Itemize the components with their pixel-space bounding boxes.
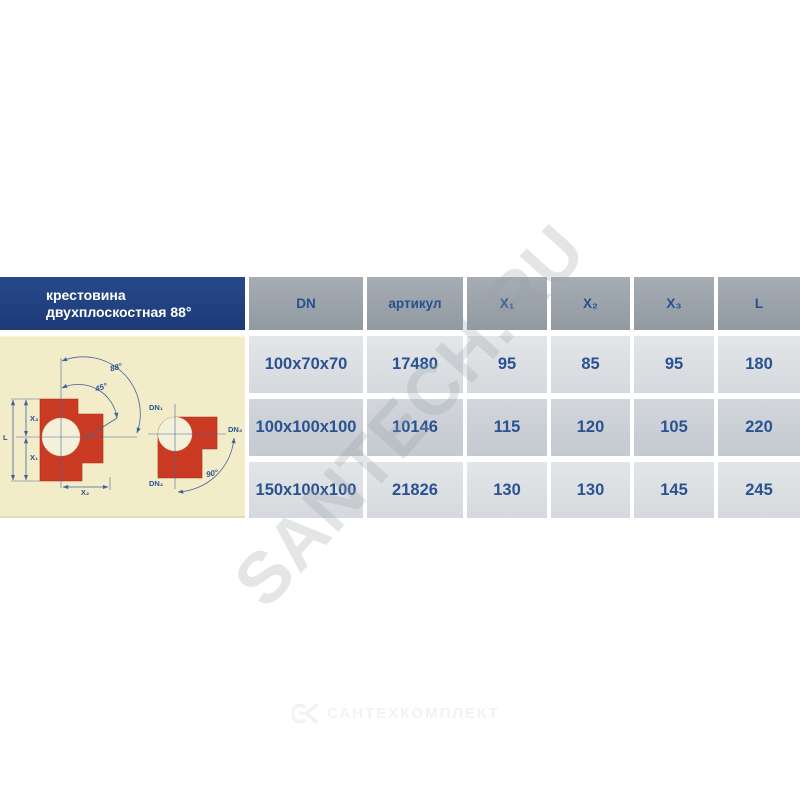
cell-x2: 85 bbox=[551, 336, 630, 393]
cell-l: 245 bbox=[718, 462, 800, 518]
cell-x1: 130 bbox=[467, 462, 547, 518]
product-title-line2: двухплоскостная 88° bbox=[46, 303, 192, 320]
column-header-x1: X₁ bbox=[467, 277, 547, 330]
column-header-x2: X₂ bbox=[551, 277, 630, 330]
cell-x3: 105 bbox=[634, 399, 714, 456]
product-title: крестовина двухплоскостная 88° bbox=[0, 277, 245, 330]
cell-artikul: 17480 bbox=[367, 336, 463, 393]
dim-label-dn1: DN₁ bbox=[149, 403, 163, 412]
cell-x2: 130 bbox=[551, 462, 630, 518]
product-table: крестовина двухплоскостная 88° DN артику… bbox=[0, 277, 800, 518]
technical-drawing-panel: L X₃ X₁ X₂ 88° 45° bbox=[0, 336, 245, 518]
cell-x3: 145 bbox=[634, 462, 714, 518]
column-header-x3: X₃ bbox=[634, 277, 714, 330]
dim-label-dn2: DN₂ bbox=[149, 479, 163, 488]
cell-l: 220 bbox=[718, 399, 800, 456]
santehkomplekt-logo-icon bbox=[292, 703, 319, 723]
angle-label-45: 45° bbox=[93, 381, 109, 394]
cell-l: 180 bbox=[718, 336, 800, 393]
fitting-drawing: L X₃ X₁ X₂ 88° 45° bbox=[3, 356, 243, 497]
dim-label-dn3: DN₃ bbox=[228, 425, 243, 434]
cell-x3: 95 bbox=[634, 336, 714, 393]
product-title-line1: крестовина bbox=[46, 287, 126, 303]
cell-x2: 120 bbox=[551, 399, 630, 456]
cell-artikul: 10146 bbox=[367, 399, 463, 456]
cell-artikul: 21826 bbox=[367, 462, 463, 518]
dim-label-x3: X₃ bbox=[30, 414, 39, 423]
cell-dn: 100x70x70 bbox=[249, 336, 363, 393]
fitting-side-view: L X₃ X₁ X₂ 88° 45° bbox=[3, 356, 141, 497]
cell-dn: 100x100x100 bbox=[249, 399, 363, 456]
dim-label-x1: X₁ bbox=[30, 453, 38, 462]
dim-label-x2: X₂ bbox=[81, 488, 89, 497]
angle-label-88: 88° bbox=[109, 361, 124, 373]
brand-footer: САНТЕХКОМПЛЕКТ bbox=[292, 702, 500, 724]
cell-x1: 95 bbox=[467, 336, 547, 393]
column-header-dn: DN bbox=[249, 277, 363, 330]
angle-label-90: 90° bbox=[205, 468, 219, 479]
dim-label-l: L bbox=[3, 433, 8, 442]
brand-name: САНТЕХКОМПЛЕКТ bbox=[327, 704, 500, 722]
cell-x1: 115 bbox=[467, 399, 547, 456]
fitting-top-view: DN₁ DN₃ DN₂ 90° bbox=[148, 403, 243, 494]
column-header-artikul: артикул bbox=[367, 277, 463, 330]
cell-dn: 150x100x100 bbox=[249, 462, 363, 518]
column-header-l: L bbox=[718, 277, 800, 330]
